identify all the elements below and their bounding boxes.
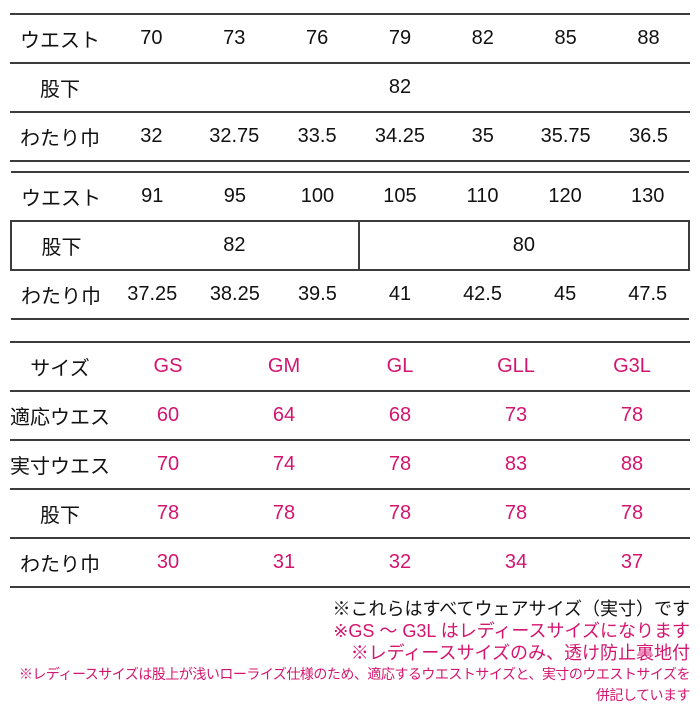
cell-thigh: 42.5	[463, 283, 502, 305]
row-waist: ウエスト 91 95 100 105 110 120 130	[11, 172, 689, 221]
row-label-inseam: 股下	[40, 505, 80, 527]
row-label-size: サイズ	[30, 358, 90, 380]
row-actual-waist: 実寸ウエスト 70 74 78 83 88	[10, 440, 690, 489]
cell-thigh: 32.75	[209, 125, 260, 147]
cell-size-name: GL	[386, 355, 414, 377]
cell-waist: 110	[466, 185, 499, 207]
cell-waist: 105	[383, 185, 417, 207]
cell-actual-waist: 83	[504, 453, 528, 475]
cell-inseam: 78	[388, 502, 412, 524]
cell-fit-waist: 68	[388, 404, 412, 426]
row-label-actual-waist: 実寸ウエスト	[10, 456, 110, 478]
cell-thigh: 31	[272, 551, 296, 573]
row-size-header: サイズ GS GM GL GLL G3L	[10, 342, 690, 391]
cell-thigh: 33.5	[297, 125, 337, 147]
cell-actual-waist: 70	[156, 453, 180, 475]
ladies-size-table: サイズ GS GM GL GLL G3L 適応ウエスト 60 64 68 73 …	[10, 341, 690, 588]
row-inseam: 股下 82 80	[10, 221, 691, 270]
cell-waist: 88	[637, 27, 660, 49]
footnotes: ※これらはすべてウェアサイズ（実寸）です ※GS ～ G3L はレディースサイズ…	[10, 598, 691, 706]
row-thigh: わたり巾 32 32.75 33.5 34.25 35 35.75 36.5	[10, 112, 690, 161]
cell-thigh: 35	[471, 125, 494, 147]
cell-actual-waist: 74	[272, 453, 296, 475]
cell-waist: 79	[388, 27, 412, 49]
cell-waist: 70	[140, 27, 163, 49]
row-label-thigh: わたり巾	[20, 128, 100, 150]
footnote-ladies-range: ※GS ～ G3L はレディースサイズになります	[333, 621, 690, 641]
cell-thigh: 45	[553, 283, 577, 305]
row-inseam: 股下 82	[10, 63, 690, 112]
cell-thigh: 35.75	[540, 125, 591, 147]
cell-inseam-merged: 82	[388, 76, 412, 98]
cell-actual-waist: 88	[620, 453, 644, 475]
size-table-mid: ウエスト 91 95 100 105 110 120 130 股下 82 80 …	[10, 171, 691, 320]
row-label-waist: ウエスト	[21, 188, 101, 210]
row-label-thigh: わたり巾	[20, 554, 100, 576]
cell-fit-waist: 78	[620, 404, 644, 426]
cell-fit-waist: 73	[504, 404, 528, 426]
cell-size-name: GM	[267, 355, 301, 377]
cell-inseam-left-merged: 82	[111, 221, 360, 270]
row-label-inseam: 股下	[40, 79, 80, 101]
cell-waist: 76	[305, 27, 329, 49]
cell-thigh: 37.25	[127, 283, 178, 305]
cell-waist: 130	[631, 185, 665, 207]
cell-waist: 82	[471, 27, 494, 49]
row-label-waist: ウエスト	[20, 30, 100, 52]
cell-size-name: G3L	[613, 355, 651, 377]
row-waist: ウエスト 70 73 76 79 82 85 88	[10, 14, 690, 63]
row-inseam: 股下 78 78 78 78 78	[10, 489, 690, 538]
cell-actual-waist: 78	[388, 453, 412, 475]
cell-fit-waist: 60	[156, 404, 180, 426]
cell-thigh: 34	[504, 551, 528, 573]
cell-thigh: 47.5	[628, 283, 668, 305]
cell-thigh: 30	[156, 551, 180, 573]
cell-thigh: 32	[140, 125, 163, 147]
cell-inseam: 78	[156, 502, 180, 524]
cell-waist: 120	[548, 185, 582, 207]
row-label-fit-waist: 適応ウエスト	[10, 407, 110, 429]
cell-thigh: 36.5	[629, 125, 668, 147]
cell-waist: 100	[300, 185, 335, 207]
row-fit-waist: 適応ウエスト 60 64 68 73 78	[10, 391, 690, 440]
cell-thigh: 39.5	[297, 283, 337, 305]
cell-waist: 95	[223, 185, 246, 207]
cell-thigh: 37	[620, 551, 644, 573]
row-thigh: わたり巾 30 31 32 34 37	[10, 538, 690, 587]
row-label-thigh: わたり巾	[21, 286, 101, 308]
cell-size-name: GLL	[497, 355, 535, 377]
footnote-lowrise: ※レディースサイズは股上が浅いローライズ仕様のため、適応するウエストサイズと、実…	[18, 666, 691, 703]
cell-thigh: 38.25	[209, 283, 260, 305]
cell-thigh: 32	[388, 551, 412, 573]
cell-thigh: 34.25	[374, 125, 425, 147]
footnote-lining: ※レディースサイズのみ、透け防止裏地付	[350, 643, 690, 663]
cell-waist: 91	[141, 185, 164, 207]
cell-waist: 85	[554, 27, 577, 49]
cell-fit-waist: 64	[272, 404, 296, 426]
row-label-inseam: 股下	[10, 221, 111, 270]
cell-waist: 73	[223, 27, 246, 49]
footnote-wear-size: ※これらはすべてウェアサイズ（実寸）です	[332, 599, 690, 619]
size-table-upper: ウエスト 70 73 76 79 82 85 88 股下 82 わたり巾 32 …	[10, 13, 690, 162]
cell-inseam: 78	[620, 502, 644, 524]
row-thigh: わたり巾 37.25 38.25 39.5 41 42.5 45 47.5	[11, 270, 689, 319]
cell-inseam-right-merged: 80	[358, 221, 691, 270]
cell-size-name: GS	[153, 355, 183, 377]
cell-thigh: 41	[388, 283, 412, 305]
cell-inseam: 78	[272, 502, 296, 524]
cell-inseam: 78	[504, 502, 528, 524]
